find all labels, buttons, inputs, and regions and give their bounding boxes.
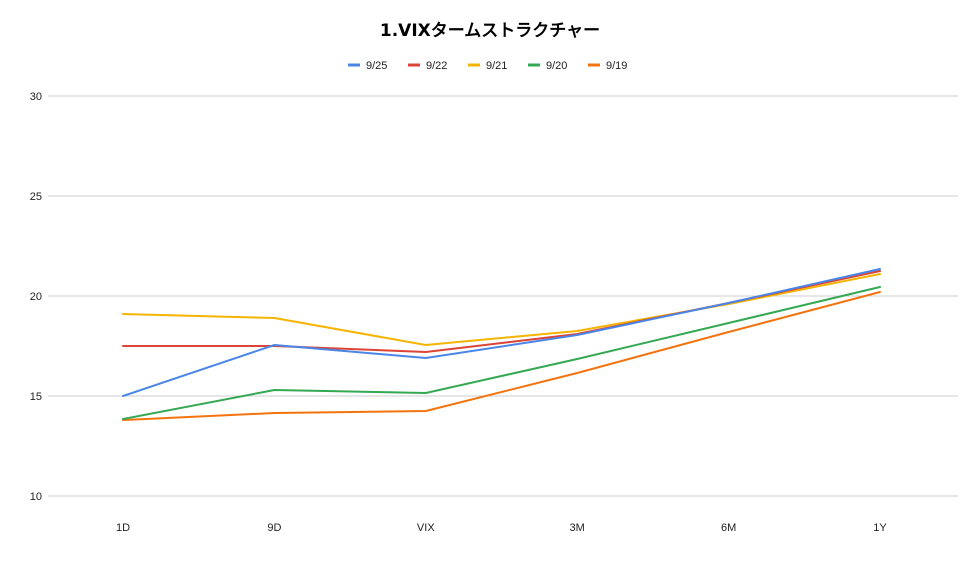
x-axis: 1D 9D VIX 3M 6M 1Y (116, 522, 887, 534)
legend-label: 9/22 (426, 60, 447, 72)
series-line-9-22 (122, 270, 881, 353)
y-tick-label: 10 (30, 491, 42, 503)
legend-label: 9/20 (546, 60, 567, 72)
legend-item: 9/19 (588, 60, 627, 72)
legend-label: 9/21 (486, 60, 507, 72)
x-tick-label: VIX (417, 522, 435, 534)
legend-label: 9/19 (606, 60, 627, 72)
y-tick-label: 25 (30, 191, 42, 203)
x-tick-label: 1Y (873, 522, 887, 534)
chart-title: 1.VIXタームストラクチャー (380, 21, 600, 41)
legend-label: 9/25 (366, 60, 387, 72)
y-axis: 10 15 20 25 30 (30, 91, 42, 503)
x-tick-label: 1D (116, 522, 130, 534)
series-line-9-25 (122, 268, 881, 397)
legend: 9/25 9/22 9/21 9/20 9/19 (348, 60, 627, 72)
y-tick-label: 15 (30, 391, 42, 403)
y-tick-label: 20 (30, 291, 42, 303)
x-tick-label: 9D (267, 522, 281, 534)
legend-item: 9/21 (468, 60, 507, 72)
legend-item: 9/25 (348, 60, 387, 72)
legend-item: 9/20 (528, 60, 567, 72)
series-line-9-19 (122, 291, 881, 421)
series-line-9-20 (122, 286, 881, 420)
x-tick-label: 6M (721, 522, 736, 534)
legend-item: 9/22 (408, 60, 447, 72)
plot-area (122, 268, 881, 421)
series-line-9-21 (122, 273, 881, 346)
y-tick-label: 30 (30, 91, 42, 103)
gridlines (48, 95, 958, 497)
x-tick-label: 3M (570, 522, 585, 534)
